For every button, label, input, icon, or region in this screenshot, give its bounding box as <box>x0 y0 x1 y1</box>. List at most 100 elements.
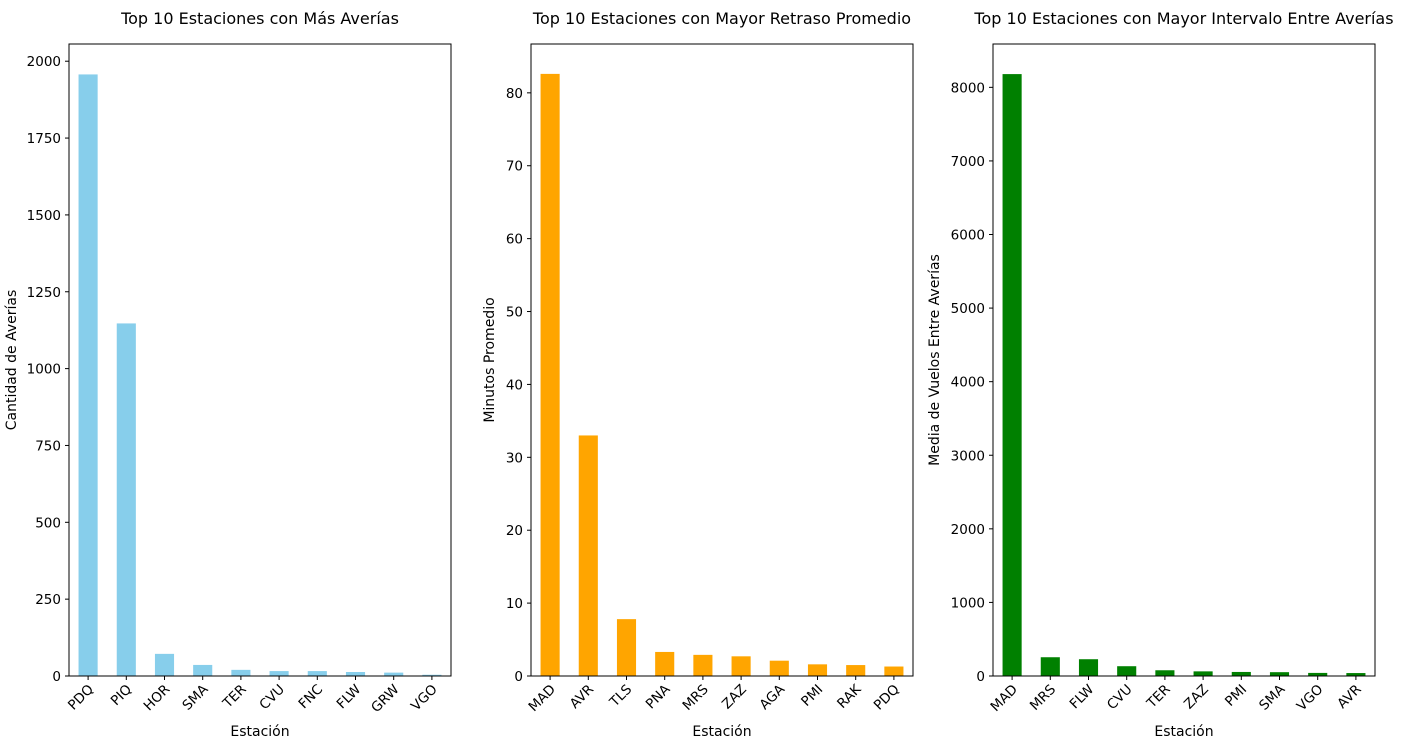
x-tick-label: MAD <box>525 682 558 715</box>
x-tick-label: PDQ <box>65 682 97 714</box>
bar-cvu <box>269 671 289 676</box>
x-tick-label: CVU <box>256 682 287 713</box>
y-tick-label: 0 <box>976 669 985 685</box>
x-axis-label: Estación <box>230 724 289 740</box>
y-tick-label: 10 <box>506 596 523 612</box>
bar-zaz <box>731 656 751 676</box>
bar-fnc <box>307 671 327 676</box>
bar-grw <box>384 672 404 676</box>
bar-vgo <box>422 674 442 676</box>
bar-aga <box>769 660 789 676</box>
bar-avr <box>1346 673 1366 676</box>
y-tick-label: 3000 <box>951 448 985 464</box>
x-tick-label: PNA <box>643 681 674 712</box>
x-tick-label: PDQ <box>871 682 903 714</box>
y-axis-label: Minutos Promedio <box>482 297 498 422</box>
y-tick-label: 7000 <box>951 154 985 170</box>
y-tick-label: 750 <box>35 438 61 454</box>
bar-mad <box>1002 74 1022 677</box>
bar-rak <box>846 665 866 676</box>
bar-sma <box>1269 672 1290 676</box>
x-tick-label: AVR <box>567 682 597 712</box>
plot-frame <box>992 43 1376 677</box>
x-tick-label: TER <box>1143 682 1174 713</box>
bar-sma <box>193 664 213 676</box>
y-tick-label: 30 <box>506 450 523 466</box>
bar-pdq <box>884 666 904 676</box>
y-tick-label: 0 <box>514 669 523 685</box>
y-tick-label: 5000 <box>951 301 985 317</box>
y-tick-label: 20 <box>506 523 523 539</box>
y-tick-label: 2000 <box>951 522 985 538</box>
x-tick-label: MRS <box>1027 682 1059 714</box>
bar-pna <box>655 651 675 676</box>
chart-title: Top 10 Estaciones con Más Averías <box>120 9 399 28</box>
bar-tls <box>616 619 637 676</box>
x-tick-label: FLW <box>334 682 365 713</box>
y-tick-label: 70 <box>506 159 523 175</box>
plot-frame <box>68 43 452 677</box>
x-tick-label: PIQ <box>108 682 135 709</box>
y-tick-label: 50 <box>506 305 523 321</box>
x-tick-label: GRW <box>368 682 402 716</box>
x-tick-label: PMI <box>798 682 826 710</box>
bar-ter <box>231 669 251 676</box>
x-tick-label: ZAZ <box>719 682 750 713</box>
x-tick-label: VGO <box>1294 682 1327 715</box>
y-tick-label: 1500 <box>27 208 61 224</box>
x-tick-label: MRS <box>679 682 711 714</box>
bar-hor <box>154 653 175 676</box>
bar-zaz <box>1193 671 1213 676</box>
bar-flw <box>345 672 366 676</box>
y-tick-label: 8000 <box>951 80 985 96</box>
x-tick-label: RAK <box>834 681 865 712</box>
x-tick-label: ZAZ <box>1181 682 1212 713</box>
x-tick-label: VGO <box>408 682 441 715</box>
x-tick-label: TER <box>219 682 250 713</box>
bar-flw <box>1078 659 1099 676</box>
y-tick-label: 1250 <box>27 285 61 301</box>
bar-ter <box>1155 670 1175 676</box>
x-axis-label: Estación <box>1154 724 1213 740</box>
x-tick-label: FLW <box>1067 682 1098 713</box>
chart-3: Top 10 Estaciones con Mayor Intervalo En… <box>927 9 1394 740</box>
bar-piq <box>116 323 136 676</box>
y-tick-label: 1000 <box>951 595 985 611</box>
bar-mrs <box>693 654 713 676</box>
bar-pdq <box>78 74 98 677</box>
x-tick-label: FNC <box>296 682 327 713</box>
x-tick-label: HOR <box>141 682 174 715</box>
y-tick-label: 6000 <box>951 228 985 244</box>
x-tick-label: TLS <box>606 682 635 711</box>
chart-2: Top 10 Estaciones con Mayor Retraso Prom… <box>482 9 914 740</box>
y-tick-label: 0 <box>52 669 61 685</box>
y-tick-label: 40 <box>506 377 523 393</box>
y-tick-label: 4000 <box>951 375 985 391</box>
bar-cvu <box>1117 666 1137 676</box>
y-tick-label: 250 <box>35 592 61 608</box>
bar-avr <box>578 435 598 676</box>
chart-1: Top 10 Estaciones con Más Averías 0 250 500… <box>4 9 452 740</box>
y-tick-label: 80 <box>506 86 523 102</box>
chart-title: Top 10 Estaciones con Mayor Intervalo En… <box>973 9 1393 28</box>
bar-vgo <box>1308 672 1328 676</box>
x-tick-label: AGA <box>757 681 789 713</box>
y-axis-label: Media de Vuelos Entre Averías <box>927 254 943 466</box>
bar-pmi <box>807 664 828 676</box>
bar-mrs <box>1040 657 1060 676</box>
x-tick-label: PMI <box>1222 682 1250 710</box>
y-tick-label: 1750 <box>27 131 61 147</box>
y-tick-label: 1000 <box>27 362 61 378</box>
x-tick-label: SMA <box>1256 681 1289 714</box>
x-tick-label: AVR <box>1334 682 1364 712</box>
bar-mad <box>540 73 560 676</box>
plot-frame <box>530 43 914 677</box>
y-tick-label: 500 <box>35 515 61 531</box>
x-tick-label: MAD <box>987 682 1020 715</box>
y-tick-label: 60 <box>506 232 523 248</box>
bar-pmi <box>1231 671 1251 676</box>
y-tick-label: 2000 <box>27 54 61 70</box>
x-axis-label: Estación <box>692 724 751 740</box>
y-axis-label: Cantidad de Averías <box>4 290 20 431</box>
